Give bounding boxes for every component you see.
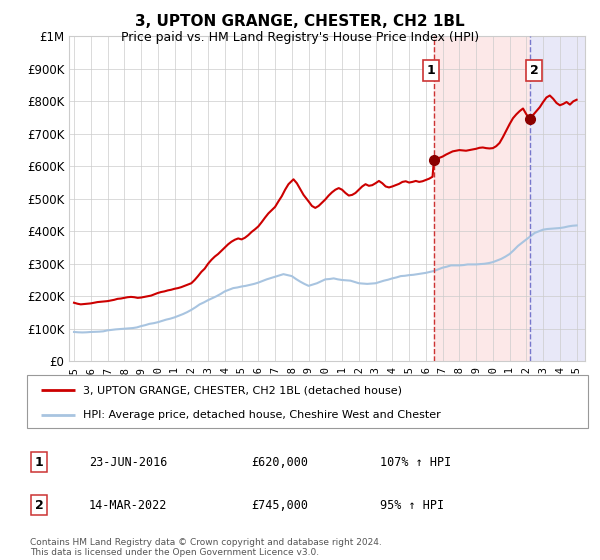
Bar [434, 36, 530, 361]
Text: 23-JUN-2016: 23-JUN-2016 [89, 455, 167, 469]
Text: 1: 1 [35, 455, 44, 469]
Text: 2: 2 [35, 498, 44, 512]
Text: 1: 1 [427, 64, 436, 77]
FancyBboxPatch shape [27, 375, 588, 428]
Text: 2: 2 [530, 64, 538, 77]
Text: HPI: Average price, detached house, Cheshire West and Chester: HPI: Average price, detached house, Ches… [83, 410, 441, 420]
Text: 3, UPTON GRANGE, CHESTER, CH2 1BL (detached house): 3, UPTON GRANGE, CHESTER, CH2 1BL (detac… [83, 385, 402, 395]
Text: 107% ↑ HPI: 107% ↑ HPI [380, 455, 452, 469]
Text: 14-MAR-2022: 14-MAR-2022 [89, 498, 167, 512]
Bar [530, 36, 585, 361]
Text: £620,000: £620,000 [251, 455, 308, 469]
Text: Price paid vs. HM Land Registry's House Price Index (HPI): Price paid vs. HM Land Registry's House … [121, 31, 479, 44]
Text: £745,000: £745,000 [251, 498, 308, 512]
Text: Contains HM Land Registry data © Crown copyright and database right 2024.
This d: Contains HM Land Registry data © Crown c… [30, 538, 382, 557]
Text: 95% ↑ HPI: 95% ↑ HPI [380, 498, 445, 512]
Text: 3, UPTON GRANGE, CHESTER, CH2 1BL: 3, UPTON GRANGE, CHESTER, CH2 1BL [135, 14, 465, 29]
